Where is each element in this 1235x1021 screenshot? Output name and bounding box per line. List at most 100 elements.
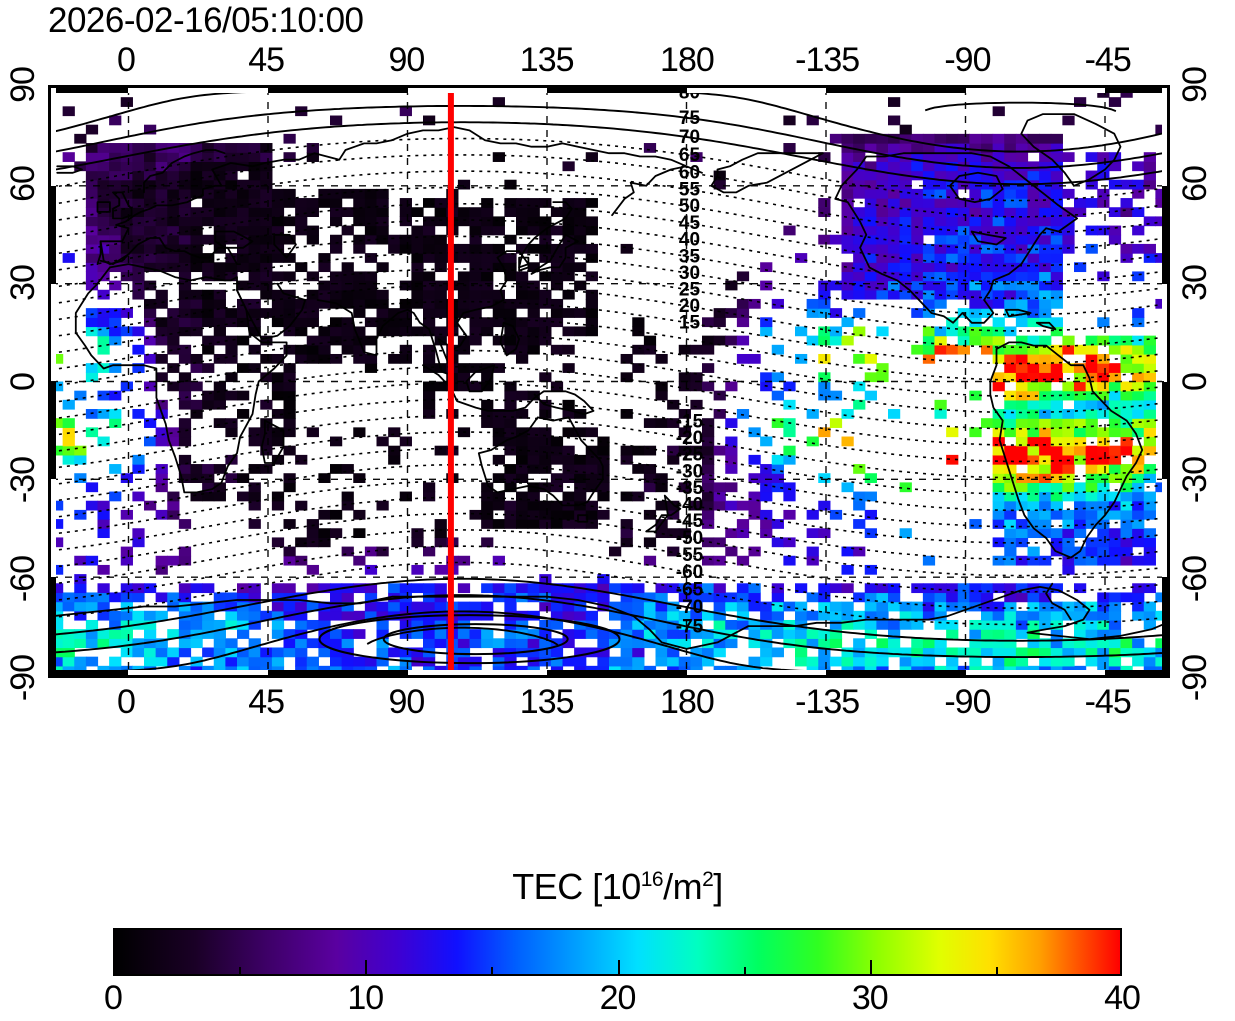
colorbar-title-main: TEC [10 [512, 866, 641, 907]
maglat-label-15: 15 [679, 313, 701, 334]
longitude-axis-bottom: 0 45 90 135 180 -135 -90 -45 [48, 684, 1170, 720]
lon-tick-bottom-1: 45 [248, 683, 285, 721]
maglat-contour--75 [51, 594, 1167, 659]
lon-tick-top-5: -135 [795, 41, 860, 79]
coastline-path-23 [949, 171, 1004, 203]
maglat-contour-5 [51, 333, 1167, 397]
coastline-path-31 [970, 230, 1007, 246]
latitude-axis-right: 90 60 30 0 -30 -60 -90 [1172, 67, 1218, 701]
lon-tick-bottom-5: -135 [795, 683, 860, 721]
coastline-path-19 [1020, 113, 1122, 187]
maglat-label--40: -40 [676, 495, 703, 516]
global-tec-map[interactable]: 80 75 70 65 60 55 50 45 40 35 30 25 20 15 -15 -20 -25 -30… [48, 85, 1170, 678]
maglat-contour-10 [51, 317, 1167, 381]
colorbar-label-3: 30 [851, 979, 889, 1017]
coastline-path-15 [499, 321, 520, 357]
maglat-contour-75 [51, 104, 1167, 169]
maglat-label--55: -55 [676, 545, 704, 566]
coastline-path-16 [477, 416, 604, 507]
lon-tick-top-0: 0 [116, 41, 136, 79]
lat-tick-left-2: 30 [4, 264, 42, 301]
lat-tick-left-4: -30 [4, 457, 42, 504]
maglat-contour-70 [51, 121, 1167, 186]
lat-tick-right-3: 0 [1176, 372, 1214, 391]
coastline-path-17 [577, 514, 589, 523]
coastline-path-6 [74, 263, 288, 494]
maglat-contour--10 [51, 382, 1167, 446]
colorbar-title-exponent: 16 [640, 868, 664, 891]
colorbar-title-mid: /m [663, 866, 703, 907]
polar-cap-contour-1 [382, 623, 569, 656]
lon-tick-top-3: 135 [519, 41, 575, 79]
lat-tick-left-6: -90 [4, 654, 42, 702]
maglat-contour--60 [51, 545, 1167, 609]
coastline-path-28 [1045, 582, 1072, 621]
lat-tick-right-4: -30 [1176, 457, 1214, 504]
maglat-label-25: 25 [679, 280, 701, 301]
maglat-contour-60 [51, 154, 1167, 218]
lon-tick-bottom-3: 135 [519, 683, 575, 721]
lat-tick-left-0: 90 [4, 67, 42, 103]
maglat-label--30: -30 [676, 461, 703, 482]
coastline-path-14 [465, 364, 496, 393]
maglat-contour--40 [51, 480, 1167, 544]
coastline-path-29 [214, 230, 254, 249]
colorbar-gradient[interactable] [113, 928, 1122, 976]
coastline-path-20 [56, 165, 83, 174]
maglat-contour-25 [51, 268, 1167, 332]
lat-tick-left-5: -60 [4, 556, 42, 603]
maglat-label-75: 75 [679, 108, 701, 129]
maglat-contour--55 [51, 529, 1167, 593]
maglat-contour-35 [51, 235, 1167, 300]
colorbar-tick-labels: 0 10 20 30 40 [104, 978, 1141, 1020]
maglat-label--20: -20 [676, 428, 703, 449]
maglat-contour--5 [51, 366, 1167, 430]
tec-colorbar[interactable] [113, 928, 1122, 976]
maglat-label--25: -25 [676, 445, 704, 466]
coastline-path-8 [236, 282, 307, 340]
coastline-path-21 [834, 152, 1078, 324]
maglat-label-50: 50 [679, 196, 700, 217]
maglat-contour--25 [51, 431, 1167, 495]
maglat-contour--15 [51, 398, 1167, 463]
coastline-path-4 [96, 201, 111, 213]
maglat-contour--30 [51, 447, 1167, 512]
colorbar-label-1: 10 [347, 979, 384, 1017]
maglat-label--50: -50 [676, 528, 703, 549]
maglat-label-20: 20 [679, 296, 700, 317]
maglat-label--45: -45 [676, 511, 704, 532]
maglat-label-70: 70 [679, 127, 700, 148]
lon-tick-top-7: -45 [1084, 41, 1132, 79]
geomagnetic-latitude-contours [51, 88, 1167, 675]
colorbar-label-2: 20 [599, 979, 637, 1017]
coastline-path-24 [989, 341, 1144, 559]
maglat-label--35: -35 [676, 478, 704, 499]
maglat-label-40: 40 [679, 230, 700, 251]
maglat-label--60: -60 [676, 562, 703, 583]
lon-tick-top-4: 180 [660, 41, 715, 79]
maglat-contour-50 [51, 186, 1167, 251]
maglat-label-55: 55 [679, 179, 701, 200]
coastline-path-26 [1035, 321, 1057, 331]
maglat-label-65: 65 [679, 145, 701, 166]
maglat-label-30: 30 [679, 263, 700, 284]
colorbar-title-exponent2: 2 [702, 868, 714, 891]
page-title: 2026-02-16/05:10:00 [48, 1, 364, 40]
maglat-contour-15 [51, 300, 1167, 365]
lat-tick-right-0: 90 [1176, 67, 1214, 103]
coastline-path-12 [611, 165, 688, 217]
maglat-contour-30 [51, 251, 1167, 316]
lon-tick-bottom-2: 90 [388, 683, 425, 721]
coastline-path-18 [645, 494, 682, 533]
coastline-path-30 [273, 233, 297, 259]
maglat-contour--45 [51, 496, 1167, 560]
lon-tick-bottom-6: -90 [944, 683, 991, 721]
lon-tick-top-1: 45 [248, 41, 285, 79]
map-plot-area[interactable]: 80 75 70 65 60 55 50 45 40 35 30 25 20 15 -15 -20 -25 -30… [51, 88, 1167, 675]
lat-tick-right-1: 60 [1176, 165, 1214, 202]
lat-tick-left-1: 60 [4, 165, 42, 202]
maglat-contour-45 [51, 203, 1167, 267]
maglat-contour-85 [924, 101, 1117, 112]
longitude-axis-top: 0 45 90 135 180 -135 -90 -45 [48, 42, 1170, 78]
